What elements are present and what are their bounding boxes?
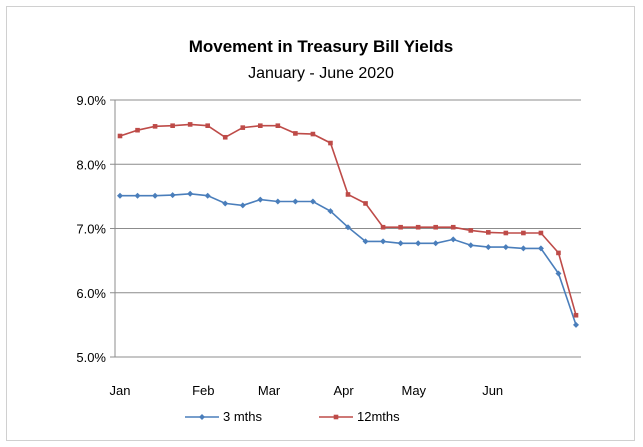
data-point bbox=[502, 244, 509, 251]
data-point bbox=[327, 208, 334, 215]
data-point bbox=[239, 202, 246, 209]
series-line bbox=[120, 192, 577, 326]
data-point bbox=[293, 131, 298, 136]
data-point bbox=[170, 123, 175, 128]
data-point bbox=[503, 230, 509, 236]
data-point bbox=[222, 200, 229, 207]
data-point bbox=[573, 321, 579, 328]
data-point bbox=[328, 140, 333, 146]
y-tick-label: 5.0% bbox=[76, 350, 106, 365]
data-point bbox=[362, 238, 369, 245]
chart-frame: Movement in Treasury Bill Yields January… bbox=[6, 6, 635, 441]
y-tick-label: 7.0% bbox=[76, 222, 106, 237]
data-point bbox=[468, 228, 474, 233]
data-point bbox=[433, 224, 438, 230]
series-lines bbox=[117, 122, 579, 328]
legend-marker bbox=[199, 414, 205, 420]
legend-label: 3 mths bbox=[223, 409, 263, 424]
legend: 3 mths 12mths bbox=[185, 409, 400, 424]
data-point bbox=[240, 125, 246, 130]
data-point bbox=[134, 192, 141, 199]
data-point bbox=[380, 224, 386, 230]
data-point bbox=[310, 131, 316, 137]
data-point bbox=[450, 236, 457, 243]
data-point bbox=[275, 123, 281, 128]
chart-title: Movement in Treasury Bill Yields bbox=[189, 37, 454, 56]
data-point bbox=[169, 192, 176, 199]
y-tick-label: 6.0% bbox=[76, 286, 106, 301]
data-point bbox=[292, 198, 299, 205]
data-point bbox=[415, 240, 422, 247]
data-point bbox=[205, 123, 210, 128]
data-point bbox=[397, 240, 404, 247]
data-point bbox=[573, 312, 579, 318]
x-tick-label: Jun bbox=[482, 383, 503, 398]
data-point bbox=[415, 224, 421, 230]
axes: 5.0% 6.0% 7.0% 8.0% 9.0% Jan Feb Mar Apr May Jun bbox=[76, 93, 581, 398]
data-point bbox=[152, 124, 158, 129]
data-point bbox=[345, 224, 351, 231]
series-line bbox=[119, 123, 577, 316]
data-point bbox=[556, 250, 561, 256]
x-tick-label: May bbox=[401, 383, 426, 398]
y-tick-label: 8.0% bbox=[76, 157, 106, 172]
y-tick-label: 9.0% bbox=[76, 93, 106, 108]
data-point bbox=[152, 192, 159, 199]
data-point bbox=[486, 230, 491, 235]
data-point bbox=[117, 133, 123, 139]
data-point bbox=[432, 240, 439, 247]
data-point bbox=[363, 201, 368, 206]
data-point bbox=[222, 134, 228, 140]
data-point bbox=[274, 198, 281, 205]
data-point bbox=[258, 123, 263, 128]
data-point bbox=[398, 224, 403, 230]
data-point bbox=[538, 230, 544, 236]
data-point bbox=[467, 242, 474, 249]
gridlines bbox=[115, 99, 581, 294]
x-tick-label: Apr bbox=[333, 383, 354, 398]
data-point bbox=[537, 245, 544, 252]
data-point bbox=[555, 270, 562, 277]
x-tick-label: Jan bbox=[110, 383, 131, 398]
data-point bbox=[521, 230, 526, 236]
data-point bbox=[257, 196, 264, 203]
data-point bbox=[450, 224, 456, 230]
data-point bbox=[309, 198, 316, 205]
data-point bbox=[520, 245, 527, 252]
data-point bbox=[204, 192, 211, 199]
legend-marker bbox=[333, 414, 339, 420]
chart-svg: Movement in Treasury Bill Yields January… bbox=[76, 37, 581, 424]
data-point bbox=[485, 244, 492, 251]
chart-subtitle: January - June 2020 bbox=[248, 65, 394, 82]
data-point bbox=[117, 192, 123, 199]
data-point bbox=[187, 122, 193, 127]
data-point bbox=[135, 127, 140, 133]
x-tick-label: Feb bbox=[192, 383, 214, 398]
data-point bbox=[345, 192, 351, 197]
x-tick-label: Mar bbox=[258, 383, 281, 398]
data-point bbox=[380, 238, 387, 245]
legend-label: 12mths bbox=[357, 409, 400, 424]
data-point bbox=[187, 190, 194, 197]
